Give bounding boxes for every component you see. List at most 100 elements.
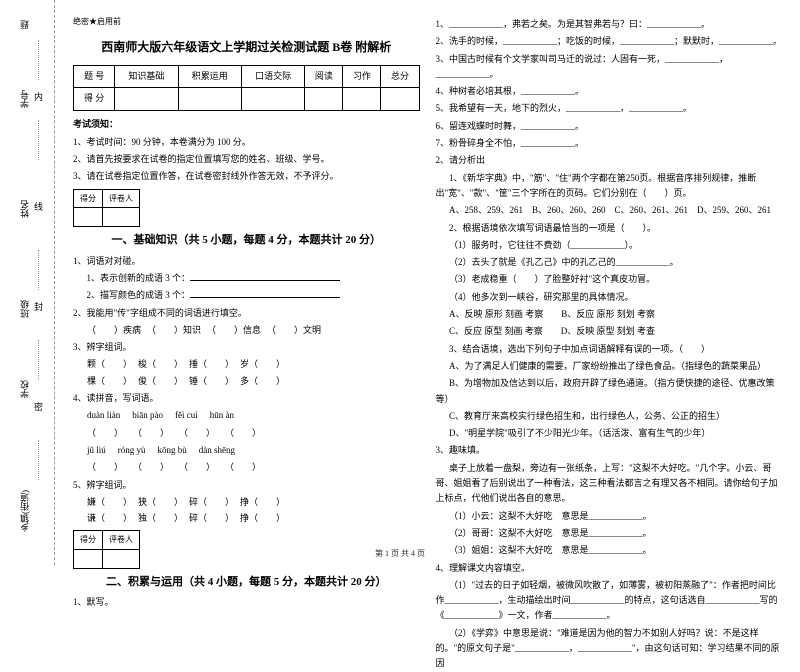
paren: （ ） [133, 460, 169, 475]
q2-opt: A、反映 原形 刻画 考察 B、反应 原形 刻划 考察 [436, 307, 783, 322]
item: 狭（ ） [138, 495, 183, 510]
paren: （ ） [225, 426, 261, 441]
th: 阅读 [305, 65, 343, 87]
table-row: 得 分 [74, 88, 420, 110]
th: 习作 [343, 65, 381, 87]
q1-sub: 1、表示创新的成语 3 个： [73, 271, 420, 286]
pinyin: jǔ liú [87, 443, 106, 458]
paren: （ ） [87, 426, 123, 441]
pinyin-row: jǔ liú róng yù kōng bù dàn shēng [87, 443, 420, 458]
binding-label-note: 题 [18, 20, 31, 29]
td: 得分 [74, 189, 103, 208]
item: 嫌（ ） [87, 495, 132, 510]
paren: （ ） [225, 460, 261, 475]
q2-sub3: 3、结合语境，选出下列句子中加点词语解释有误的一项。（ ） [436, 342, 783, 357]
q2-item: （4）他多次到一峡谷，研究那里的具体情况。 [436, 290, 783, 305]
td [115, 88, 178, 110]
line: 1、____________，弗若之矣。为是其智弗若与？曰：__________… [436, 17, 783, 32]
binding-label-class: 班级 [18, 300, 31, 318]
th: 总分 [381, 65, 419, 87]
td: 评卷人 [103, 531, 140, 550]
q3-item: （1）小云：这梨不大好吃 意思是____________。 [436, 509, 783, 524]
q3-stem: 3、趣味填。 [436, 443, 783, 458]
q2-s3item: A、为了满足人们健康的需要，厂家纷纷推出了绿色食品。（指绿色的蔬菜果品） [436, 359, 783, 374]
binding-char: 线 [34, 200, 43, 213]
paren: （ ） [179, 426, 215, 441]
td [343, 88, 381, 110]
pinyin-row: duàn liàn biān pào fěi cuì hūn àn [87, 408, 420, 423]
item: （ ）疾病 [87, 323, 141, 338]
q2-item: （2）去头了就是《孔乙己》中的孔乙己的____________。 [436, 255, 783, 270]
pinyin: fěi cuì [175, 408, 198, 423]
q2-items: （ ）疾病 （ ）知识 （ ）信息 （ ）文明 [87, 323, 420, 338]
section-a-title: 一、基础知识（共 5 小题，每题 4 分，本题共计 20 分） [73, 231, 420, 250]
td [241, 88, 304, 110]
right-column: 1、____________，弗若之矣。为是其智弗若与？曰：__________… [428, 15, 791, 540]
table-row: 题 号 知识基础 积累运用 口语交际 阅读 习作 总分 [74, 65, 420, 87]
item: 碎（ ） [189, 511, 234, 526]
q5-row: 谦（ ） 独（ ） 碎（ ） 挣（ ） [87, 511, 420, 526]
item: 挣（ ） [240, 511, 285, 526]
q4-stem: 4、理解课文内容填空。 [436, 561, 783, 576]
item: （ ）知识 [147, 323, 201, 338]
binding-label-school: 学校 [18, 380, 31, 398]
b-q1: 1、默写。 [73, 595, 420, 610]
dotline [38, 340, 39, 380]
dotline [38, 120, 39, 160]
th: 口语交际 [241, 65, 304, 87]
paren: （ ） [179, 460, 215, 475]
line: 5、我希望有一天，地下的烈火，____________，____________… [436, 101, 783, 116]
td [178, 88, 241, 110]
line: 6、留连戏蝶时时舞，____________。 [436, 119, 783, 134]
th: 积累运用 [178, 65, 241, 87]
char-row: （ ）（ ）（ ）（ ） [87, 460, 420, 475]
td [103, 208, 140, 227]
line: 3、中国古时候有个文学家叫司马迁的说过：人固有一死，____________，_… [436, 52, 783, 83]
q3-body: 桌子上放着一盘梨，旁边有一张纸条，上写："这梨不大好吃。"几个字。小云、哥哥、姐… [436, 461, 783, 507]
q4-item: （1）"过去的日子如轻烟，被微风吹散了，如薄雾，被初阳蒸融了"：作者把时间比作_… [436, 578, 783, 624]
item: （ ）信息 [207, 323, 261, 338]
q4-stem: 4、读拼音，写词语。 [73, 391, 420, 406]
item: 多（ ） [240, 374, 285, 389]
paren: （ ） [133, 426, 169, 441]
q2-s3item: C、教育厅来高校实行绿色招生和，出行绿色人，公务、公正的招生） [436, 409, 783, 424]
q2-opts: A、258、259、261 B、260、260、260 C、260、261、26… [436, 203, 783, 218]
exam-page: 题 乡镇(街道) 学校 班级 姓名 学号 内 线 封 密 绝密★启用前 西南师大… [0, 0, 800, 565]
td [305, 88, 343, 110]
td: 得 分 [74, 88, 115, 110]
q3-item: （2）哥哥：这梨不大好吃 意思是____________。 [436, 526, 783, 541]
pinyin: duàn liàn [87, 408, 120, 423]
page-footer: 第 1 页 共 4 页 [0, 548, 800, 559]
q2-sub: 1、《新华字典》中，"筋"、"住"两个字都在第250页。根据音序排列规律，推断出… [436, 171, 783, 202]
text: 2、描写颜色的成语 3 个： [87, 290, 191, 300]
notice-item: 2、请首先按要求在试卷的指定位置填写您的姓名、班级、学号。 [73, 152, 420, 167]
q3-row: 棵（ ） 俊（ ） 锤（ ） 多（ ） [87, 374, 420, 389]
td: 评卷人 [103, 189, 140, 208]
char-row: （ ） （ ） （ ） （ ） [87, 426, 420, 441]
q2-opt: C、反应 原型 刻画 考察 D、反映 原型 刻划 考查 [436, 324, 783, 339]
q5-stem: 5、辨字组词。 [73, 478, 420, 493]
secret-label: 绝密★启用前 [73, 15, 420, 29]
item: 谦（ ） [87, 511, 132, 526]
td [381, 88, 419, 110]
q2-item: （1）服务时，它往往不费劲（____________）。 [436, 238, 783, 253]
td: 得分 [74, 531, 103, 550]
binding-char: 封 [34, 300, 43, 313]
pinyin: hūn àn [210, 408, 234, 423]
q3-stem: 3、辨字组词。 [73, 340, 420, 355]
td [74, 208, 103, 227]
line: 7、粉骨碎身全不怕，____________。 [436, 136, 783, 151]
item: 棵（ ） [87, 374, 132, 389]
q1-stem: 1、词语对对碰。 [73, 254, 420, 269]
item: 俊（ ） [138, 374, 183, 389]
pinyin: biān pào [132, 408, 163, 423]
binding-char: 密 [34, 400, 43, 413]
th: 知识基础 [115, 65, 178, 87]
score-table: 题 号 知识基础 积累运用 口语交际 阅读 习作 总分 得 分 [73, 65, 420, 111]
line: 2、洗手的时候，____________；吃饭的时候，____________；… [436, 34, 783, 49]
item: 岁（ ） [240, 357, 285, 372]
binding-label-township: 乡镇(街道) [18, 490, 31, 532]
q1-sub: 2、描写颜色的成语 3 个： [73, 288, 420, 303]
q2-stem: 2、我能用"传"字组成不同的词语进行填空。 [73, 306, 420, 321]
binding-label-name: 姓名 [18, 200, 31, 218]
